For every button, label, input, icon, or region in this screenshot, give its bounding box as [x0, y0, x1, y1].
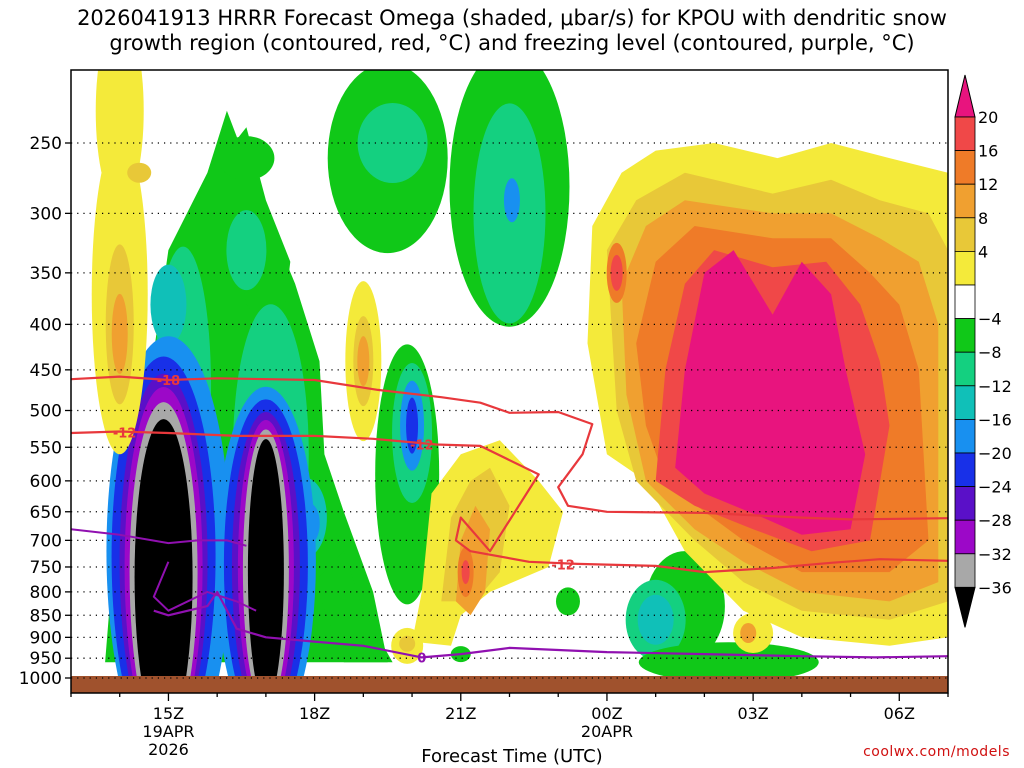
- contour-label-3: -12: [551, 558, 575, 573]
- y-tick-label-1000: 1000: [19, 669, 62, 689]
- omega-blob-8: [314, 551, 393, 663]
- colorbar-bin-10: [954, 418, 976, 454]
- x-tick-label-00Z: 00Z: [591, 704, 622, 723]
- y-tick-label-450: 450: [30, 361, 62, 381]
- contour-label-0: -18: [157, 374, 181, 389]
- ground-fill: [71, 676, 948, 693]
- colorbar-bin-8: [954, 351, 976, 387]
- x-tick-label-06Z: 06Z: [884, 704, 915, 723]
- colorbar-bin-9: [954, 385, 976, 420]
- omega-blob-17: [503, 178, 520, 223]
- colorbar-bin-3: [954, 183, 976, 219]
- chart-title: 2026041913 HRRR Forecast Omega (shaded, …: [77, 6, 947, 55]
- colorbar-label-13: −36: [978, 578, 1012, 597]
- colorbar-bin-1: [954, 116, 976, 151]
- colorbar-bin-5: [954, 250, 976, 286]
- y-tick-label-900: 900: [30, 628, 62, 648]
- x-tick-label-15Z: 15Z: [153, 704, 184, 723]
- omega-blob-18: [218, 136, 275, 181]
- colorbar-label-1: 16: [978, 142, 998, 161]
- colorbar-bin-2: [954, 150, 976, 185]
- colorbar-label-3: 8: [978, 209, 988, 228]
- omega-blob-52: [111, 293, 128, 374]
- y-tick-label-250: 250: [30, 134, 62, 154]
- colorbar-bin-11: [954, 452, 976, 487]
- colorbar-bin-12: [954, 486, 976, 521]
- omega-blob-33: [637, 594, 674, 645]
- y-tick-label-750: 750: [30, 558, 62, 578]
- omega-blob-12: [406, 397, 419, 454]
- omega-blob-59: [399, 635, 416, 652]
- x-tick-label-21Z: 21Z: [445, 704, 476, 723]
- colorbar-label-5: −4: [978, 310, 1002, 329]
- omega-blob-35: [555, 587, 580, 616]
- omega-blob-61: [740, 623, 757, 644]
- credit-link[interactable]: coolwx.com/models: [863, 744, 1010, 760]
- temperature-contours: -18 -12 -12 -12 0: [71, 374, 948, 666]
- x-tick-label-18Z: 18Z: [299, 704, 330, 723]
- colorbar-label-8: −16: [978, 410, 1012, 429]
- colorbar-label-9: −20: [978, 444, 1012, 463]
- y-axis: 2503003504004505005506006507007508008509…: [19, 134, 71, 689]
- omega-blob-34: [638, 642, 819, 683]
- colorbar-label-7: −12: [978, 377, 1012, 396]
- omega-blob-54: [127, 162, 152, 183]
- omega-blob-3: [150, 264, 187, 345]
- colorbar-bin-14: [954, 553, 976, 588]
- colorbar-label-0: 20: [978, 108, 998, 127]
- colorbar-label-10: −24: [978, 478, 1012, 497]
- omega-blob-14: [357, 103, 428, 183]
- contour-purple-upper: [71, 528, 247, 547]
- contour-red-upper: [71, 375, 948, 521]
- x-tick-sublabel-2026: 2026: [148, 740, 189, 759]
- colorbar-bin-7: [954, 318, 976, 353]
- omega-blob-4: [226, 210, 267, 291]
- colorbar-bin-6: [954, 284, 976, 319]
- colorbar-bottom-arrow: [954, 586, 976, 628]
- colorbar-label-2: 12: [978, 175, 998, 194]
- colorbar-label-12: −32: [978, 545, 1012, 564]
- omega-blob-24: [134, 419, 193, 693]
- y-tick-label-500: 500: [30, 402, 62, 422]
- omega-blob-30: [247, 439, 284, 693]
- colorbar-top-arrow: [954, 74, 976, 118]
- colorbar-label-11: −28: [978, 511, 1012, 530]
- y-tick-label-650: 650: [30, 503, 62, 523]
- omega-field: [91, 70, 948, 693]
- y-tick-label-600: 600: [30, 472, 62, 492]
- y-tick-label-950: 950: [30, 649, 62, 669]
- y-tick-label-350: 350: [30, 264, 62, 284]
- colorbar: 20 16 12 8 4 −4 −8 −12 −16 −20 −24 −28 −32 −36: [954, 74, 1012, 628]
- x-axis-title: Forecast Time (UTC): [421, 746, 603, 767]
- contour-purple-freezing: [153, 590, 948, 659]
- y-tick-label-850: 850: [30, 606, 62, 626]
- omega-blob-42: [675, 250, 866, 535]
- colorbar-label-4: 4: [978, 242, 988, 261]
- colorbar-bin-4: [954, 217, 976, 252]
- y-tick-label-700: 700: [30, 531, 62, 551]
- contour-label-4: 0: [417, 651, 426, 666]
- contour-purple-mid: [152, 561, 257, 612]
- contour-label-2: -12: [410, 438, 434, 453]
- y-tick-label-550: 550: [30, 438, 62, 458]
- x-tick-sublabel-19APR: 19APR: [142, 722, 194, 741]
- colorbar-label-6: −8: [978, 343, 1002, 362]
- y-tick-label-800: 800: [30, 583, 62, 603]
- colorbar-bin-13: [954, 519, 976, 555]
- y-tick-label-300: 300: [30, 204, 62, 224]
- x-tick-sublabel-20APR: 20APR: [581, 722, 633, 741]
- ground-surface: [71, 676, 948, 693]
- y-tick-label-400: 400: [30, 315, 62, 335]
- contour-label-1: -12: [113, 426, 137, 441]
- omega-blob-57: [357, 336, 370, 387]
- contour-red-lower: [71, 430, 948, 574]
- omega-blob-49: [461, 560, 470, 585]
- x-tick-label-03Z: 03Z: [737, 704, 768, 723]
